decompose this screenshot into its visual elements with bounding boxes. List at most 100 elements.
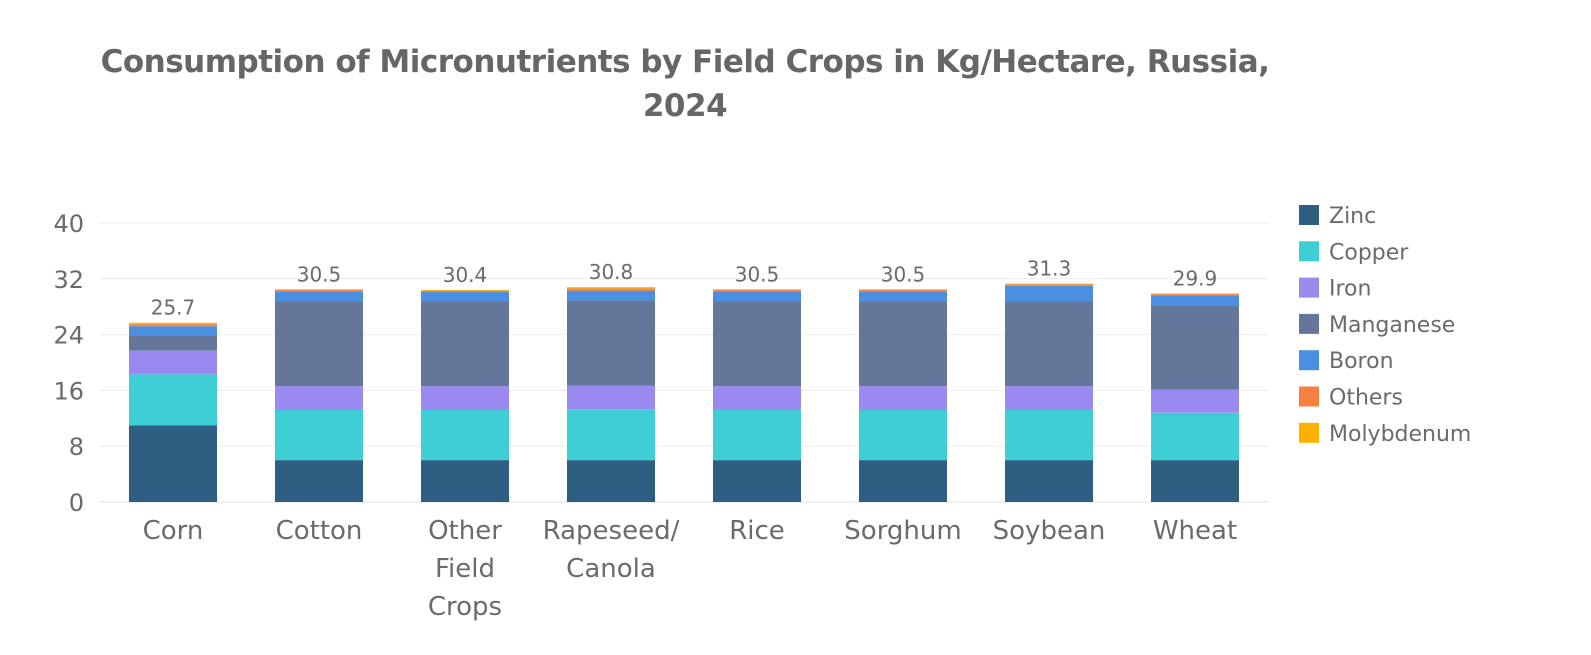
bar-other-field-crops-iron bbox=[421, 386, 509, 410]
bar-rice-copper bbox=[713, 409, 801, 461]
bar-wheat-others bbox=[1151, 294, 1239, 296]
bar-rapeseed-canola-molybdenum bbox=[567, 287, 655, 289]
bar-rapeseed-canola-copper bbox=[567, 409, 655, 461]
x-tick-label-soybean: Soybean bbox=[993, 516, 1106, 546]
x-axis: Corn Cotton Other Field Crops Rapeseed/Canola… bbox=[143, 516, 1238, 622]
bar-rapeseed-canola-boron bbox=[567, 290, 655, 301]
bar-rapeseed-canola-zinc bbox=[567, 460, 655, 502]
total-label-corn: 25.7 bbox=[151, 296, 196, 320]
y-tick-label: 24 bbox=[53, 322, 84, 350]
bar-rice-boron bbox=[713, 291, 801, 302]
chart-title: Consumption of Micronutrients by Field C… bbox=[60, 40, 1310, 128]
x-tick-label-rapeseed-canola: Rapeseed/Canola bbox=[543, 516, 680, 584]
bar-soybean-boron bbox=[1005, 285, 1093, 302]
x-tick-label-line: Cotton bbox=[276, 516, 363, 546]
bar-other-field-crops-others bbox=[421, 290, 509, 293]
bar-cotton-molybdenum bbox=[275, 289, 363, 290]
legend-swatch-molybdenum bbox=[1299, 422, 1319, 443]
bar-rapeseed-canola-manganese bbox=[567, 300, 655, 386]
chart-title-line-2: 2024 bbox=[642, 88, 728, 124]
bar-soybean-manganese bbox=[1005, 301, 1093, 387]
bar-wheat-iron bbox=[1151, 389, 1239, 413]
x-tick-label-other-field-crops: Other Field Crops bbox=[428, 516, 502, 622]
x-tick-label-rice: Rice bbox=[729, 516, 785, 546]
total-label-wheat: 29.9 bbox=[1173, 266, 1218, 290]
bar-rice-manganese bbox=[713, 301, 801, 387]
bar-cotton-manganese bbox=[275, 301, 363, 387]
bar-soybean-zinc bbox=[1005, 460, 1093, 502]
legend-swatch-copper bbox=[1299, 241, 1319, 262]
legend-label-iron: Iron bbox=[1329, 277, 1371, 302]
bar-cotton-copper bbox=[275, 409, 363, 461]
x-tick-label-line: Field bbox=[435, 554, 495, 584]
x-tick-label-line: Rice bbox=[729, 516, 785, 546]
total-label-rapeseed-canola: 30.8 bbox=[589, 260, 634, 284]
x-tick-label-line: Other bbox=[428, 516, 502, 546]
x-tick-label-wheat: Wheat bbox=[1153, 516, 1237, 546]
x-tick-label-line: Sorghum bbox=[844, 516, 961, 546]
bar-rice-iron bbox=[713, 386, 801, 410]
bar-other-field-crops-boron bbox=[421, 292, 509, 302]
x-tick-label-line: Crops bbox=[428, 592, 502, 622]
bar-corn-boron bbox=[129, 326, 217, 336]
bar-cotton-zinc bbox=[275, 460, 363, 502]
legend-swatch-boron bbox=[1299, 350, 1319, 371]
bar-corn-iron bbox=[129, 350, 217, 375]
y-tick-label: 0 bbox=[69, 489, 84, 517]
legend-label-others: Others bbox=[1329, 386, 1403, 411]
total-labels: 25.7 30.5 30.4 30.8 30.5 30.5 31.3 29.9 bbox=[151, 257, 1218, 320]
bar-cotton-iron bbox=[275, 386, 363, 410]
x-tick-label-line: Rapeseed/ bbox=[543, 516, 680, 546]
bar-soybean-copper bbox=[1005, 409, 1093, 461]
bar-corn-copper bbox=[129, 374, 217, 426]
legend-label-zinc: Zinc bbox=[1329, 204, 1376, 229]
legend-swatch-others bbox=[1299, 386, 1319, 407]
legend-label-molybdenum: Molybdenum bbox=[1329, 422, 1471, 447]
legend-label-boron: Boron bbox=[1329, 349, 1394, 374]
bar-other-field-crops-molybdenum bbox=[421, 289, 509, 291]
bar-wheat-zinc bbox=[1151, 460, 1239, 502]
x-tick-label-line: Wheat bbox=[1153, 516, 1237, 546]
bar-corn-others bbox=[129, 324, 217, 327]
total-label-sorghum: 30.5 bbox=[881, 262, 926, 286]
bar-sorghum-molybdenum bbox=[859, 289, 947, 290]
legend-swatch-iron bbox=[1299, 277, 1319, 298]
bar-other-field-crops-copper bbox=[421, 409, 509, 461]
bar-sorghum-copper bbox=[859, 409, 947, 461]
bar-rice-others bbox=[713, 289, 801, 292]
bar-corn-manganese bbox=[129, 335, 217, 351]
y-tick-label: 8 bbox=[69, 433, 84, 461]
bar-soybean-others bbox=[1005, 284, 1093, 286]
chart-title-line-1: Consumption of Micronutrients by Field C… bbox=[100, 44, 1270, 80]
x-tick-label-sorghum: Sorghum bbox=[844, 516, 961, 546]
bar-soybean-molybdenum bbox=[1005, 283, 1093, 285]
y-tick-label: 40 bbox=[53, 210, 84, 238]
total-label-soybean: 31.3 bbox=[1027, 257, 1072, 281]
bar-rapeseed-canola-iron bbox=[567, 385, 655, 410]
bar-rice-molybdenum bbox=[713, 289, 801, 290]
y-axis: 0 8 16 24 32 40 bbox=[53, 210, 84, 517]
bar-cotton-others bbox=[275, 289, 363, 292]
bar-rapeseed-canola-others bbox=[567, 288, 655, 291]
bar-wheat-manganese bbox=[1151, 306, 1239, 390]
bar-other-field-crops-manganese bbox=[421, 301, 509, 387]
bars bbox=[129, 283, 1239, 502]
bar-rice-zinc bbox=[713, 460, 801, 502]
x-tick-label-line: Canola bbox=[566, 554, 656, 584]
bar-soybean-iron bbox=[1005, 386, 1093, 410]
bar-sorghum-boron bbox=[859, 291, 947, 302]
y-tick-label: 32 bbox=[53, 266, 84, 294]
bar-wheat-molybdenum bbox=[1151, 293, 1239, 295]
x-tick-label-corn: Corn bbox=[143, 516, 204, 546]
total-label-other-field-crops: 30.4 bbox=[443, 263, 488, 287]
bar-corn-molybdenum bbox=[129, 322, 217, 325]
bar-other-field-crops-zinc bbox=[421, 460, 509, 502]
bar-sorghum-iron bbox=[859, 386, 947, 410]
bar-corn-zinc bbox=[129, 425, 217, 502]
x-tick-label-line: Soybean bbox=[993, 516, 1106, 546]
y-tick-label: 16 bbox=[53, 377, 84, 405]
bar-wheat-boron bbox=[1151, 295, 1239, 307]
total-label-cotton: 30.5 bbox=[297, 262, 342, 286]
legend-swatch-zinc bbox=[1299, 205, 1319, 225]
